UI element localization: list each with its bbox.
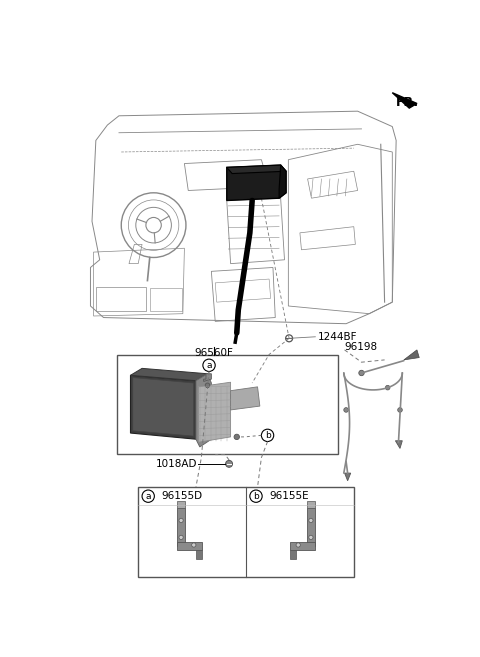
Text: 1018AD: 1018AD xyxy=(156,459,197,469)
Circle shape xyxy=(309,518,313,522)
Polygon shape xyxy=(198,382,230,442)
Text: a: a xyxy=(145,491,151,501)
Text: 96155D: 96155D xyxy=(161,491,203,501)
Text: b: b xyxy=(264,431,270,440)
Polygon shape xyxy=(131,375,196,439)
Bar xyxy=(138,487,354,577)
Text: a: a xyxy=(206,361,212,370)
Polygon shape xyxy=(345,473,351,481)
Bar xyxy=(96,286,146,311)
Polygon shape xyxy=(396,441,402,449)
Circle shape xyxy=(309,535,313,539)
Polygon shape xyxy=(404,350,419,360)
Circle shape xyxy=(205,383,210,388)
Polygon shape xyxy=(227,165,286,173)
Circle shape xyxy=(359,371,364,376)
Circle shape xyxy=(398,407,402,412)
Polygon shape xyxy=(204,374,211,382)
Circle shape xyxy=(385,386,390,390)
Polygon shape xyxy=(227,165,286,200)
Circle shape xyxy=(296,543,300,547)
Polygon shape xyxy=(230,387,260,410)
Text: 96198: 96198 xyxy=(345,342,378,351)
Polygon shape xyxy=(177,508,185,546)
Circle shape xyxy=(234,434,240,440)
Polygon shape xyxy=(131,369,207,380)
Polygon shape xyxy=(196,550,202,558)
Bar xyxy=(117,355,338,454)
Text: 96155E: 96155E xyxy=(269,491,309,501)
Polygon shape xyxy=(279,165,286,198)
Circle shape xyxy=(344,407,348,412)
Text: b: b xyxy=(253,491,259,501)
Text: 1244BF: 1244BF xyxy=(318,332,357,342)
Bar xyxy=(150,288,182,311)
Text: 96560F: 96560F xyxy=(194,348,233,358)
Polygon shape xyxy=(392,93,417,108)
Circle shape xyxy=(226,461,232,467)
Circle shape xyxy=(179,535,183,539)
Polygon shape xyxy=(307,508,315,546)
Circle shape xyxy=(179,518,183,522)
Polygon shape xyxy=(290,550,296,558)
Text: FR.: FR. xyxy=(396,96,419,109)
Polygon shape xyxy=(307,501,315,508)
Polygon shape xyxy=(133,378,193,436)
Polygon shape xyxy=(290,541,315,550)
Circle shape xyxy=(192,543,196,547)
Polygon shape xyxy=(177,541,202,550)
Polygon shape xyxy=(177,501,185,508)
Polygon shape xyxy=(196,374,211,447)
